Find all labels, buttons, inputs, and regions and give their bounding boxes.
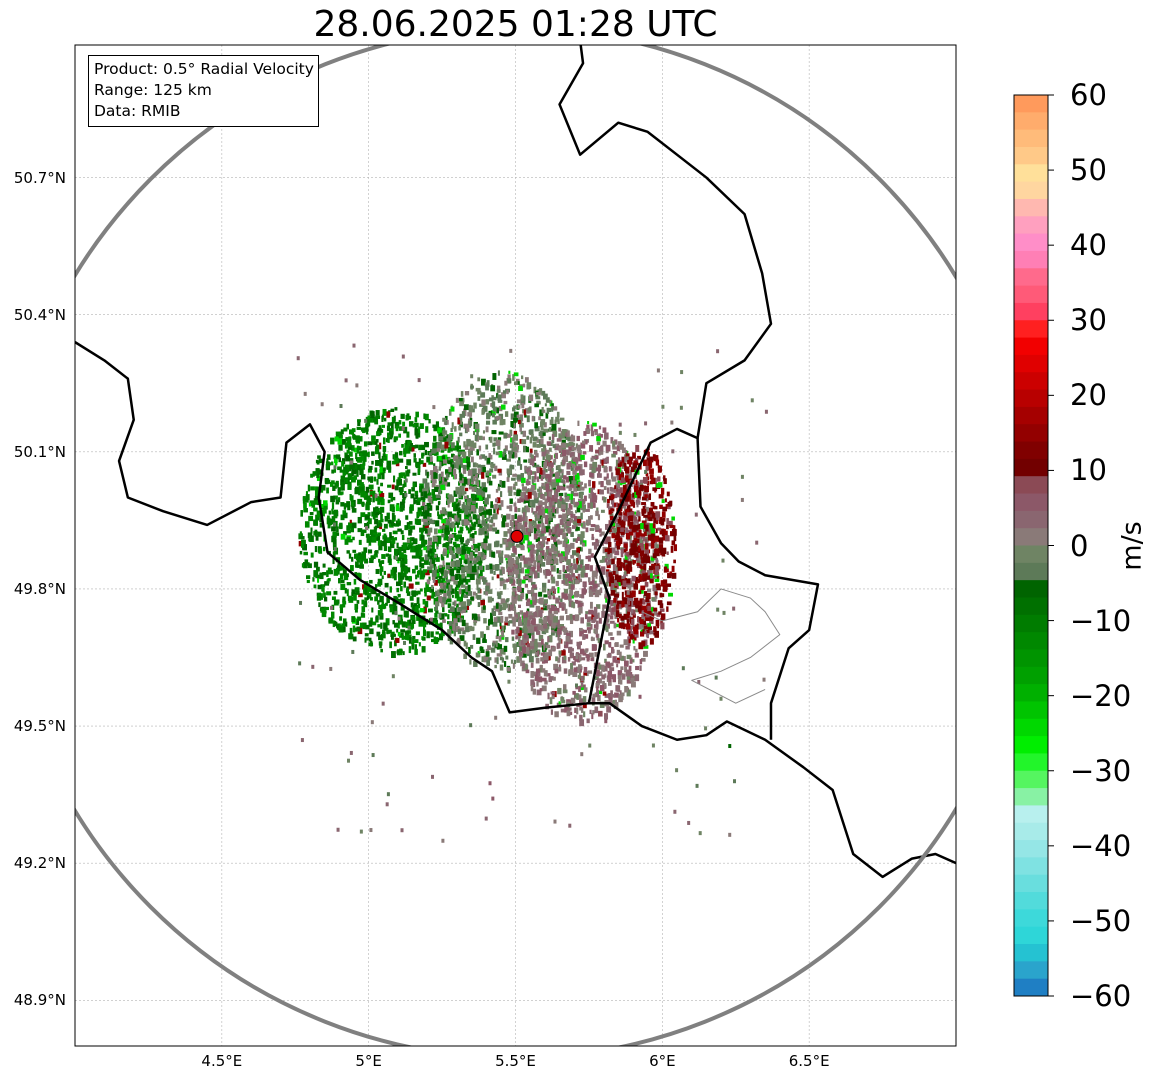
y-tick-label: 50.4°N <box>13 305 66 324</box>
product-info-box: Product: 0.5° Radial Velocity Range: 125… <box>88 55 319 127</box>
colorbar-tick-label: −60 <box>1070 979 1132 1013</box>
colorbar-segment <box>1014 944 1048 962</box>
colorbar-segment <box>1014 424 1048 443</box>
colorbar-segment <box>1014 701 1048 720</box>
luxembourg-east-border <box>696 438 820 740</box>
colorbar-segment <box>1014 822 1048 841</box>
colorbar-segment <box>1014 666 1048 685</box>
colorbar-tick-label: 30 <box>1070 303 1107 338</box>
grid-lines <box>75 45 956 1046</box>
chart-title: 28.06.2025 01:28 UTC <box>313 4 718 45</box>
y-tick-label: 48.9°N <box>13 991 66 1010</box>
info-range: Range: 125 km <box>94 81 212 99</box>
colorbar-segment <box>1014 354 1048 373</box>
colorbar-segment <box>1014 649 1048 668</box>
y-tick-label: 49.8°N <box>13 579 66 598</box>
colorbar-segment <box>1014 372 1048 391</box>
colorbar-segment <box>1014 840 1048 858</box>
colorbar-segment <box>1014 285 1048 304</box>
colorbar-segment <box>1014 597 1048 616</box>
colorbar-segment <box>1014 302 1048 321</box>
colorbar-segment <box>1014 320 1048 339</box>
colorbar-segment <box>1014 458 1048 477</box>
colorbar-tick-label: 20 <box>1070 378 1107 413</box>
luxembourg-canton-lines <box>641 588 781 704</box>
luxembourg-germany-border <box>558 45 773 704</box>
colorbar-label: m/s <box>1116 521 1148 571</box>
colorbar-segment <box>1014 614 1048 633</box>
colorbar-segment <box>1014 164 1048 183</box>
colorbar-segment <box>1014 562 1048 581</box>
colorbar-segment <box>1014 216 1048 235</box>
colorbar-segment <box>1014 632 1048 650</box>
y-tick-label: 50.7°N <box>13 168 66 187</box>
x-tick-label: 4.5°E <box>201 1052 243 1070</box>
colorbar-tick-label: −50 <box>1070 903 1132 938</box>
france-border <box>75 341 956 879</box>
colorbar-segment <box>1014 146 1048 165</box>
colorbar-segment <box>1014 805 1048 824</box>
colorbar-segment <box>1014 926 1048 945</box>
colorbar-segment <box>1014 788 1048 806</box>
colorbar-segment <box>1014 476 1048 495</box>
colorbar-segment <box>1014 337 1048 356</box>
colorbar-tick-label: 0 <box>1070 528 1089 563</box>
colorbar-segment <box>1014 684 1048 702</box>
info-product: Product: 0.5° Radial Velocity <box>94 60 314 78</box>
colorbar-segment <box>1014 268 1048 287</box>
y-tick-label: 49.2°N <box>13 854 66 873</box>
colorbar-tick-label: 10 <box>1070 453 1107 488</box>
axes-frame <box>74 44 957 1047</box>
range-ring-circle <box>75 45 956 1046</box>
colorbar-segment <box>1014 510 1048 529</box>
colorbar-tick-label: 50 <box>1070 153 1107 188</box>
x-tick-label: 5°E <box>355 1052 382 1070</box>
colorbar-segment <box>1014 909 1048 928</box>
x-tick-label: 6°E <box>649 1052 676 1070</box>
x-tick-label: 6.5°E <box>788 1052 830 1070</box>
colorbar-segment <box>1014 250 1048 269</box>
colorbar-segment <box>1014 95 1048 113</box>
colorbar-tick-label: 40 <box>1070 228 1107 263</box>
colorbar-segment <box>1014 857 1048 876</box>
country-borders <box>75 45 956 879</box>
y-tick-label: 50.1°N <box>13 442 66 461</box>
colorbar-segment <box>1014 892 1048 910</box>
x-tick-label: 5.5°E <box>495 1052 536 1070</box>
colorbar-segment <box>1014 580 1048 598</box>
colorbar-segment <box>1014 112 1048 131</box>
colorbar-segment <box>1014 978 1048 997</box>
colorbar-segment <box>1014 129 1048 148</box>
y-tick-label: 49.5°N <box>13 717 66 736</box>
colorbar-segment <box>1014 406 1048 425</box>
colorbar-segment <box>1014 441 1048 460</box>
echo-region-outbound <box>604 444 678 650</box>
colorbar-segment <box>1014 198 1048 217</box>
colorbar-segment <box>1014 770 1048 789</box>
colorbar-segment <box>1014 961 1048 980</box>
colorbar <box>1013 94 1054 997</box>
colorbar-segment <box>1014 718 1048 737</box>
colorbar-segment <box>1014 753 1048 772</box>
colorbar-segment <box>1014 493 1048 512</box>
colorbar-segment <box>1014 545 1048 564</box>
colorbar-tick-label: 60 <box>1070 78 1107 112</box>
range-ring <box>75 45 956 1046</box>
colorbar-segment <box>1014 389 1048 408</box>
radar-site-marker <box>510 529 524 543</box>
colorbar-segment <box>1014 528 1048 546</box>
radar-echoes <box>296 343 768 843</box>
colorbar-segment <box>1014 736 1048 754</box>
colorbar-tick-label: −40 <box>1070 828 1132 863</box>
colorbar-tick-label: −10 <box>1070 603 1132 638</box>
info-data: Data: RMIB <box>94 102 181 120</box>
colorbar-segment <box>1014 874 1048 893</box>
colorbar-tick-label: −20 <box>1070 678 1132 713</box>
colorbar-segment <box>1014 181 1048 200</box>
colorbar-segment <box>1014 233 1048 252</box>
colorbar-tick-label: −30 <box>1070 753 1132 788</box>
